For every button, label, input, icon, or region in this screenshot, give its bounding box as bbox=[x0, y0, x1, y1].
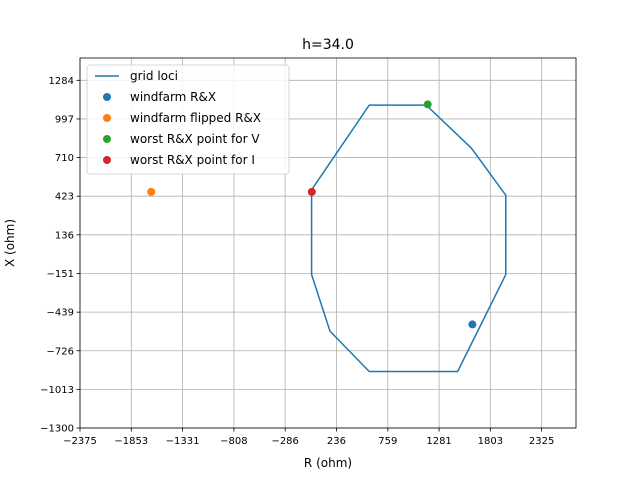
plot-data bbox=[147, 100, 507, 373]
x-tick-label: 759 bbox=[378, 436, 397, 447]
ticks: −2375 −1853 −1331 −808 −286 236 759 1281 1803 232… bbox=[40, 76, 554, 447]
legend-swatch-point bbox=[103, 156, 111, 164]
x-tick-label: −808 bbox=[220, 436, 247, 447]
legend-label: worst R&X point for V bbox=[130, 132, 260, 146]
y-axis-label: X (ohm) bbox=[3, 219, 17, 267]
y-tick-label: −439 bbox=[47, 308, 74, 319]
y-tick-label: −726 bbox=[47, 346, 74, 357]
legend-label: grid loci bbox=[130, 69, 178, 83]
legend-label: worst R&X point for I bbox=[130, 153, 255, 167]
x-tick-label: −2375 bbox=[63, 436, 97, 447]
x-tick-label: −1331 bbox=[166, 436, 200, 447]
legend-swatch-point bbox=[103, 114, 111, 122]
x-tick-label: −1853 bbox=[114, 436, 148, 447]
x-tick-label: 1281 bbox=[426, 436, 451, 447]
x-tick-label: 1803 bbox=[478, 436, 503, 447]
y-tick-label: 710 bbox=[55, 153, 74, 164]
legend-swatch-point bbox=[103, 135, 111, 143]
x-tick-label: 2325 bbox=[529, 436, 554, 447]
chart-title: h=34.0 bbox=[302, 37, 354, 53]
axes-frame bbox=[79, 57, 577, 429]
y-tick-label: −1300 bbox=[40, 424, 74, 435]
legend-label: windfarm R&X bbox=[130, 90, 216, 104]
data-point-windfarm-flipped-r-x bbox=[147, 187, 156, 196]
data-point-worst-r-x-point-for-i bbox=[307, 187, 316, 196]
y-tick-label: 423 bbox=[55, 192, 74, 203]
y-tick-label: 1284 bbox=[49, 76, 74, 87]
x-axis-label: R (ohm) bbox=[304, 456, 352, 470]
legend-label: windfarm flipped R&X bbox=[130, 111, 261, 125]
x-tick-label: −286 bbox=[271, 436, 298, 447]
legend-swatch-point bbox=[103, 93, 111, 101]
legend-box bbox=[86, 64, 290, 175]
data-point-worst-r-x-point-for-v bbox=[423, 100, 432, 109]
y-tick-label: 136 bbox=[55, 230, 74, 241]
series-line-grid-loci bbox=[310, 104, 507, 373]
y-tick-label: −1013 bbox=[40, 385, 74, 396]
data-point-windfarm-r-x bbox=[468, 320, 477, 329]
y-tick-label: −151 bbox=[47, 269, 74, 280]
legend: grid loci windfarm R&X windfarm flipped R&… bbox=[86, 64, 290, 175]
y-tick-label: 997 bbox=[55, 114, 74, 125]
x-tick-label: 236 bbox=[327, 436, 346, 447]
